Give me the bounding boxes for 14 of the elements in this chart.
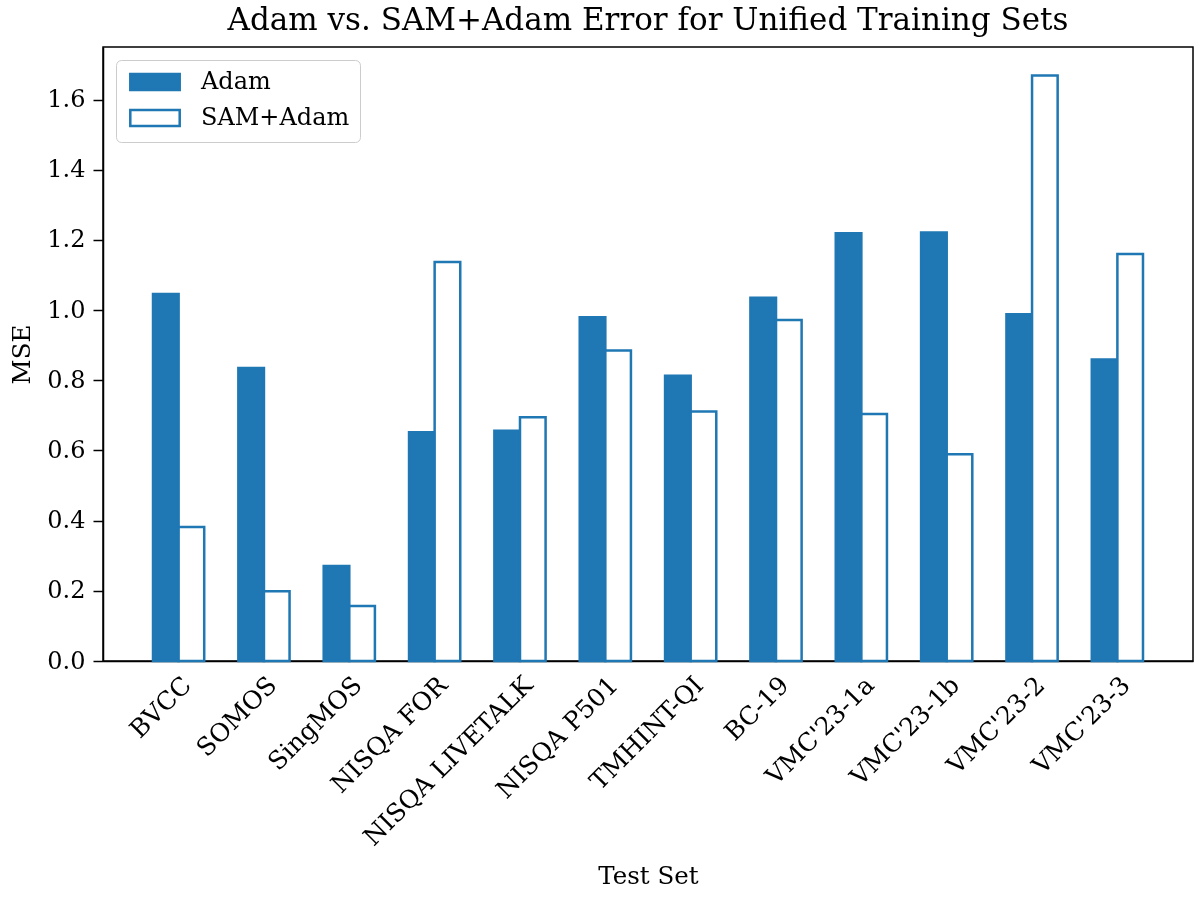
y-tick-label: 1.6	[47, 85, 86, 114]
y-tick-label: 1.2	[47, 225, 86, 254]
y-axis-title: MSE	[7, 324, 37, 385]
legend-label: Adam	[200, 67, 271, 95]
y-tick-label: 0.6	[47, 435, 86, 464]
y-tick-label: 1.0	[47, 295, 86, 324]
y-tick-label: 0.2	[47, 576, 86, 605]
y-tick-label: 0.4	[47, 506, 86, 535]
chart-title: Adam vs. SAM+Adam Error for Unified Training Sets	[226, 1, 1069, 37]
y-tick-label: 0.0	[47, 646, 86, 675]
y-tick-label: 0.8	[47, 365, 86, 394]
legend-label: SAM+Adam	[201, 103, 350, 131]
x-axis-title: Test Set	[598, 860, 699, 890]
y-tick-label: 1.4	[47, 155, 86, 184]
